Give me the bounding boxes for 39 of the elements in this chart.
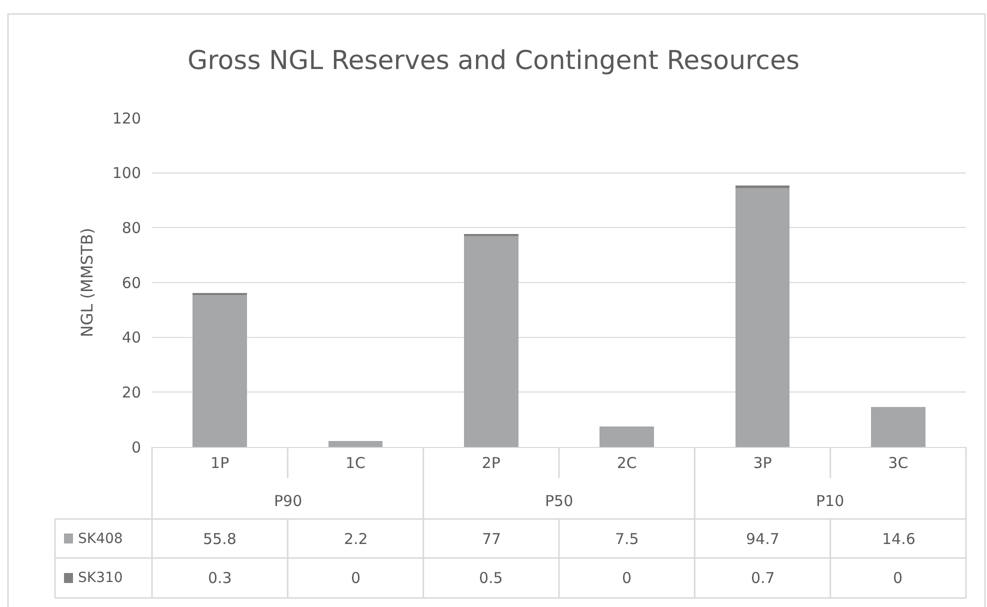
data-label: 7.5 — [615, 530, 639, 548]
y-tick-label: 20 — [122, 383, 141, 402]
data-label: 0 — [351, 569, 361, 587]
chart-title: Gross NGL Reserves and Contingent Resources — [187, 46, 800, 76]
data-label: 2.2 — [344, 530, 368, 548]
data-label: 0.3 — [208, 569, 232, 587]
x-tick-label: 3P — [753, 454, 772, 472]
y-axis-title: NGL (MMSTB) — [77, 228, 96, 338]
y-tick-label: 100 — [112, 164, 141, 182]
bar — [735, 185, 790, 188]
y-tick-label: 40 — [122, 328, 141, 347]
legend-label: SK310 — [78, 570, 123, 586]
text: P10 — [816, 492, 844, 510]
data-label: 94.7 — [746, 530, 780, 548]
bar — [871, 406, 926, 447]
text: P90 — [274, 492, 302, 510]
y-tick-label: 0 — [131, 438, 141, 456]
text: P50 — [545, 492, 574, 510]
y-tick-label: 80 — [122, 218, 141, 237]
x-tick-label: 2C — [616, 454, 637, 472]
y-tick-label: 60 — [122, 274, 141, 292]
data-label: 77 — [482, 530, 502, 548]
x-tick-label: 1P — [210, 454, 230, 472]
legend-label: SK408 — [78, 531, 123, 547]
bar — [192, 294, 247, 447]
bar — [600, 426, 654, 447]
x-tick-label: 1C — [345, 454, 366, 472]
bar — [735, 187, 790, 447]
bar — [328, 440, 383, 447]
data-label: 14.6 — [882, 530, 916, 548]
bar — [464, 236, 518, 447]
data-label: 0.5 — [479, 569, 503, 587]
x-tick-label: 3C — [888, 454, 908, 472]
data-label: 55.8 — [203, 530, 236, 548]
data-label: 0 — [893, 569, 903, 587]
y-tick-label: 120 — [112, 109, 141, 128]
data-label: 0.7 — [751, 569, 775, 587]
data-label: 0 — [622, 569, 632, 587]
x-tick-label: 2P — [482, 454, 500, 472]
